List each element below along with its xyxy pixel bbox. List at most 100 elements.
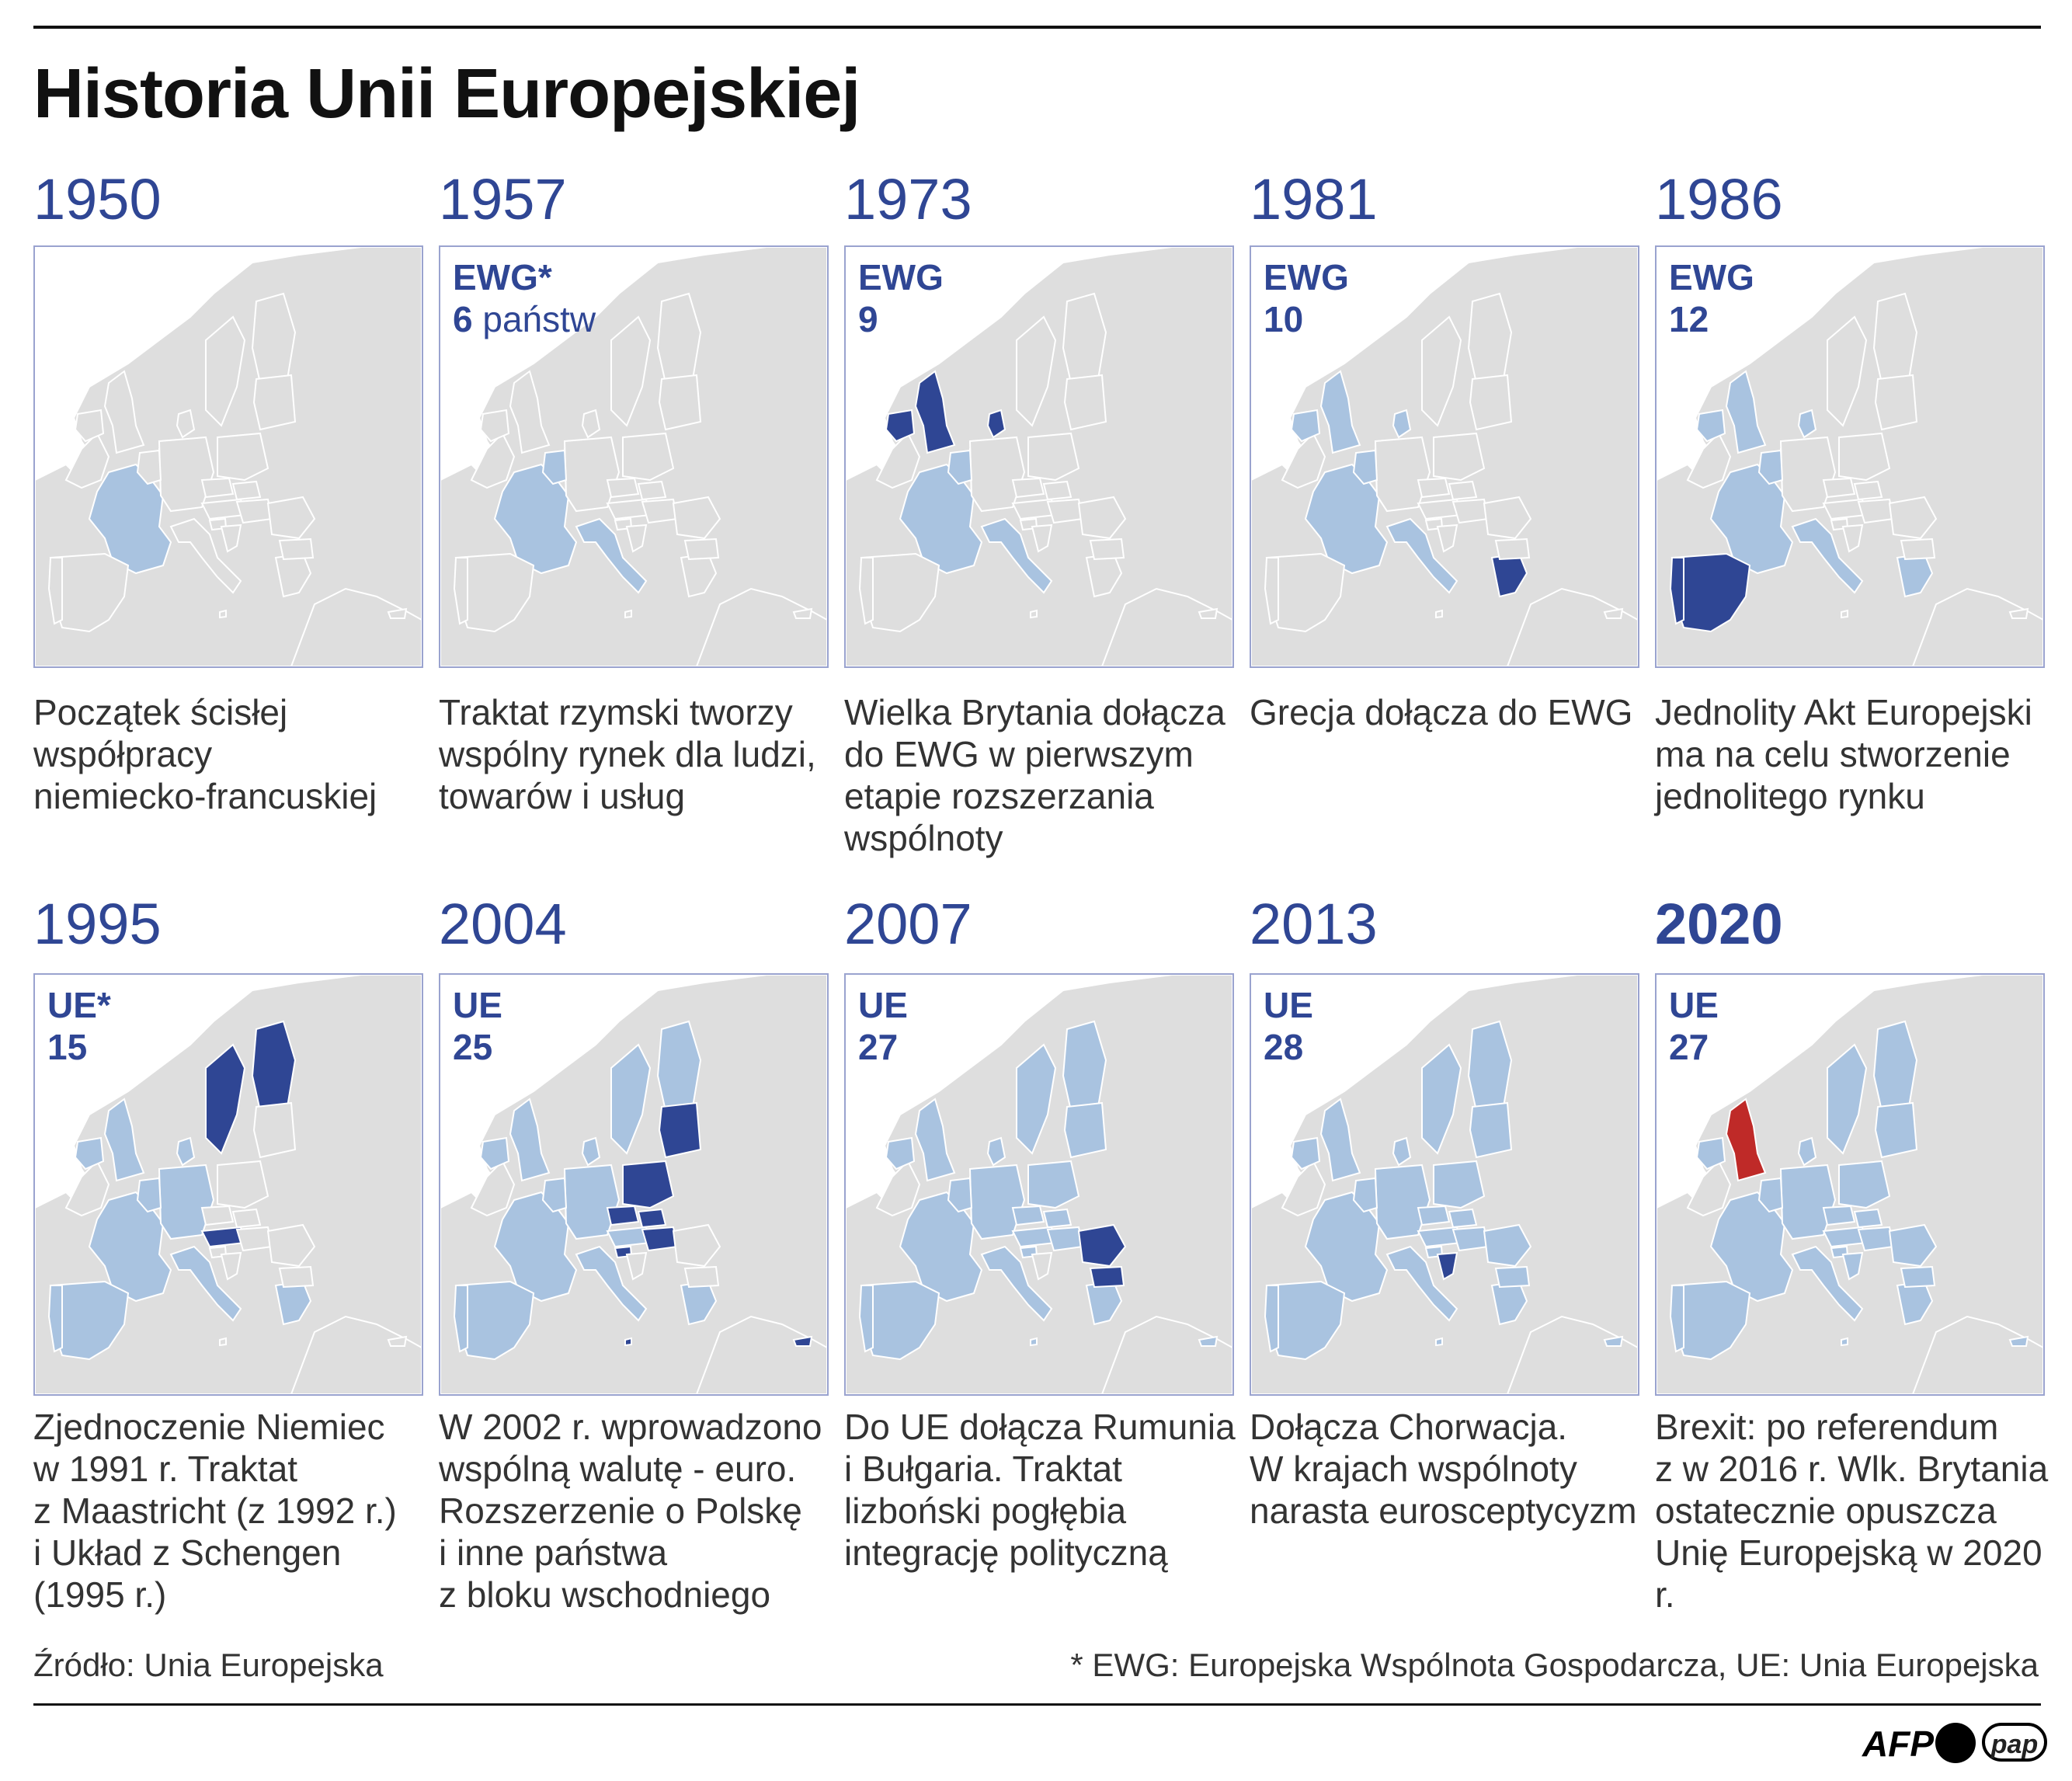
country-benelux — [136, 449, 162, 485]
description-line: Rozszerzenie o Polskę — [439, 1491, 802, 1531]
description-line: Traktat rzymski tworzy — [439, 692, 793, 732]
pap-logo: pap — [1982, 1723, 2047, 1762]
badge-count: 9 — [858, 299, 878, 339]
country-ireland — [885, 409, 916, 443]
country-portugal — [1264, 557, 1279, 625]
country-baltics — [658, 1101, 702, 1159]
badge-count: 28 — [1264, 1027, 1304, 1067]
panel-year: 1950 — [33, 167, 162, 231]
country-croatia — [1841, 524, 1864, 553]
country-cyprus — [1198, 607, 1219, 619]
country-germany — [158, 1164, 215, 1240]
badge-count: 12 — [1669, 299, 1709, 339]
country-croatia — [1841, 1251, 1864, 1281]
country-bulgaria — [278, 1265, 315, 1289]
country-croatia — [1436, 1251, 1458, 1281]
country-italy — [1791, 1245, 1864, 1322]
country-czech — [1822, 477, 1856, 499]
country-united-kingdom — [509, 370, 551, 454]
description-line: Brexit: po referendum — [1655, 1407, 1999, 1447]
panel-year: 1986 — [1655, 167, 1783, 231]
afp-logo-dot — [1935, 1723, 1976, 1763]
description-line: narasta eurosceptycyzm — [1250, 1491, 1637, 1531]
description-line: Zjednoczenie Niemiec — [33, 1407, 385, 1447]
country-cyprus — [2008, 1335, 2029, 1347]
country-croatia — [1031, 524, 1053, 553]
europe-map — [1251, 247, 1638, 666]
description-line: (1995 r.) — [33, 1574, 167, 1615]
badge-count-line: 15 — [47, 1026, 111, 1068]
country-romania — [1077, 496, 1127, 540]
country-benelux — [1352, 1177, 1378, 1213]
membership-badge: EWG 12 — [1669, 256, 1754, 340]
country-croatia — [1031, 1251, 1053, 1281]
country-denmark — [581, 409, 601, 439]
membership-badge: UE 27 — [1669, 984, 1719, 1068]
country-portugal — [1669, 1285, 1684, 1353]
country-sweden — [1827, 315, 1868, 427]
country-hungary — [1451, 1226, 1490, 1252]
description-line: współpracy — [33, 734, 213, 774]
country-slovakia — [1853, 480, 1883, 501]
country-czech — [606, 477, 640, 499]
badge-organization: EWG — [858, 257, 944, 297]
panel-description: Do UE dołącza Rumunia i Bułgaria. Traktat… — [844, 1406, 1248, 1574]
country-sweden — [610, 1043, 652, 1155]
description-line: W krajach wspólnoty — [1250, 1449, 1577, 1489]
country-italy — [1791, 517, 1864, 594]
panel-year: 1973 — [844, 167, 972, 231]
description-line: wspólny rynek dla ludzi, — [439, 734, 816, 774]
country-germany — [563, 436, 621, 513]
country-slovakia — [1042, 1208, 1073, 1229]
europe-map — [1657, 975, 2043, 1394]
country-slovakia — [637, 480, 667, 501]
page-title: Historia Unii Europejskiej — [33, 55, 860, 133]
panel-description: Traktat rzymski tworzy wspólny rynek dla … — [439, 691, 843, 817]
country-malta — [1030, 1337, 1038, 1347]
membership-badge: UE* 15 — [47, 984, 111, 1068]
badge-count-line: 12 — [1669, 298, 1754, 340]
description-line: i Układ z Schengen — [33, 1532, 342, 1573]
country-hungary — [1046, 498, 1084, 524]
map-frame: UE 25 — [439, 973, 829, 1396]
country-baltics — [252, 374, 297, 431]
country-croatia — [625, 524, 648, 553]
map-frame: EWG 12 — [1655, 245, 2045, 668]
country-ireland — [74, 409, 105, 443]
country-united-kingdom — [1319, 370, 1361, 454]
country-malta — [1030, 609, 1038, 619]
country-croatia — [1436, 524, 1458, 553]
description-line: i Bułgaria. Traktat — [844, 1449, 1122, 1489]
country-ireland — [1290, 1136, 1321, 1171]
country-ireland — [1695, 409, 1726, 443]
country-germany — [563, 1164, 621, 1240]
badge-count-line: 25 — [453, 1026, 502, 1068]
membership-badge: EWG 10 — [1264, 256, 1349, 340]
badge-count-line: 27 — [858, 1026, 908, 1068]
country-portugal — [453, 557, 468, 625]
europe-map — [1251, 975, 1638, 1394]
country-portugal — [47, 1285, 63, 1353]
country-italy — [980, 1245, 1053, 1322]
europe-map — [35, 975, 422, 1394]
country-bulgaria — [1089, 1265, 1125, 1289]
timeline-panel: 2020 UE 27 Brexit: po referendum z w 2016 r.… — [1655, 896, 2048, 1615]
country-bulgaria — [1089, 537, 1125, 561]
country-united-kingdom — [1725, 370, 1767, 454]
country-hungary — [641, 498, 679, 524]
country-sweden — [1421, 1043, 1462, 1155]
country-denmark — [1797, 1136, 1817, 1167]
panel-year: 2007 — [844, 892, 972, 956]
panel-description: Początek ścisłej współpracy niemiecko-fran… — [33, 691, 437, 817]
country-italy — [1385, 1245, 1458, 1322]
badge-count: 10 — [1264, 299, 1304, 339]
country-czech — [200, 1205, 235, 1226]
panel-description: Dołącza Chorwacja. W krajach wspólnoty nar… — [1250, 1406, 1653, 1532]
badge-count-line: 27 — [1669, 1026, 1719, 1068]
country-cyprus — [387, 607, 408, 619]
country-ireland — [1695, 1136, 1726, 1171]
badge-count-line: 9 — [858, 298, 944, 340]
country-denmark — [986, 409, 1006, 439]
description-line: integrację polityczną — [844, 1532, 1168, 1573]
country-benelux — [1757, 449, 1784, 485]
